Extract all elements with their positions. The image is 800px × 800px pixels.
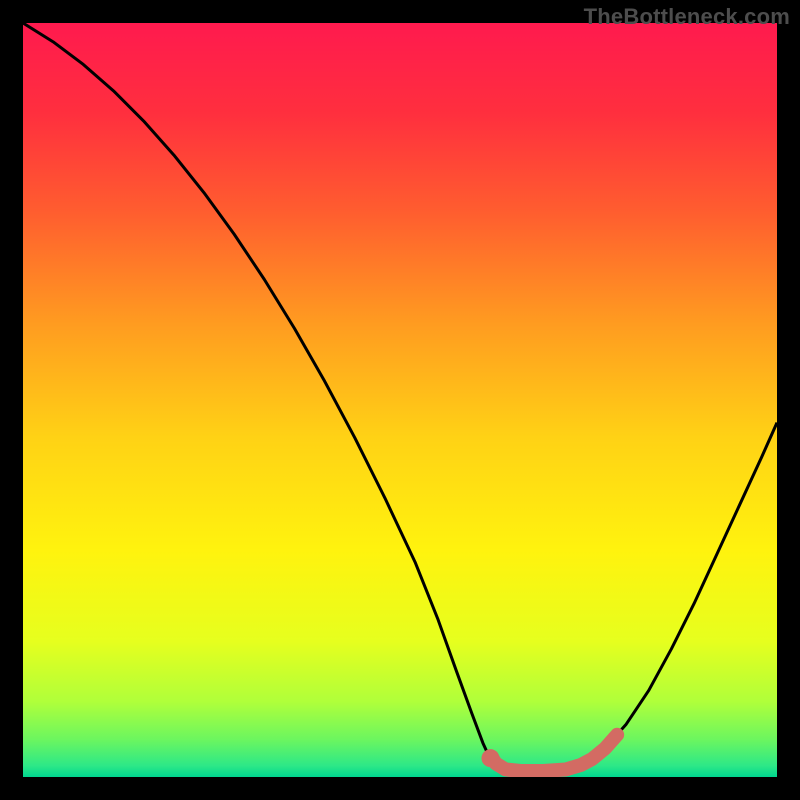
highlight-start-dot [481, 749, 499, 767]
plot-area [23, 23, 777, 777]
chart-svg [23, 23, 777, 777]
watermark-text: TheBottleneck.com [584, 4, 790, 30]
chart-frame: TheBottleneck.com [0, 0, 800, 800]
